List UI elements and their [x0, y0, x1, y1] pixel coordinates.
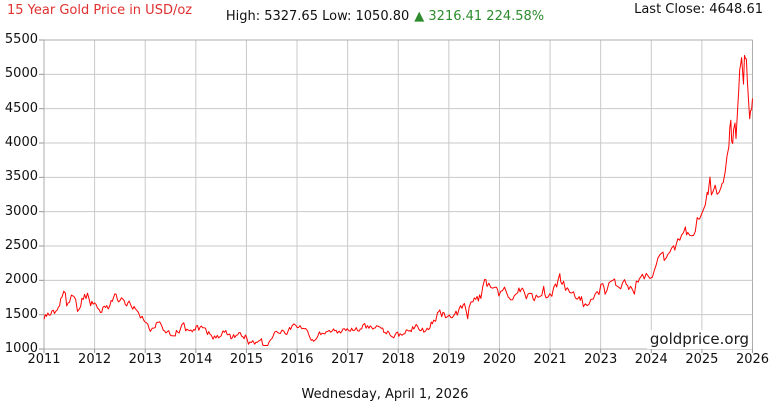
x-axis-label: 2023 — [584, 352, 618, 367]
y-axis-label: 3500 — [4, 169, 38, 185]
x-axis-label: 2026 — [735, 352, 770, 367]
x-axis-label: 2016 — [280, 352, 314, 367]
footer-date: Wednesday, April 1, 2026 — [301, 387, 469, 402]
x-axis-label: 2011 — [27, 352, 61, 367]
chart-title: 15 Year Gold Price in USD/oz — [7, 3, 193, 18]
y-axis-label: 1000 — [4, 341, 38, 356]
x-axis-label: 2025 — [685, 352, 719, 367]
x-axis-label: 2021 — [533, 352, 567, 367]
x-axis-label: 2014 — [179, 352, 213, 367]
watermark-goldprice: goldprice.org — [646, 330, 752, 349]
y-axis-label: 2000 — [4, 272, 38, 288]
y-axis-label: 4500 — [4, 100, 38, 116]
x-axis-label: 2012 — [78, 352, 112, 367]
y-axis-label: 4000 — [4, 135, 38, 150]
change-badge: ▲ 3216.41 224.58% — [414, 9, 545, 24]
high-low-text: High: 5327.65 Low: 1050.80 — [225, 9, 410, 24]
last-close-text: Last Close: 4648.61 — [634, 2, 763, 17]
x-axis-label: 2019 — [432, 352, 466, 367]
y-axis-label: 5500 — [4, 32, 38, 47]
x-axis-label: 2013 — [128, 352, 162, 367]
y-axis-label: 1500 — [4, 306, 38, 322]
price-line — [43, 54, 753, 346]
y-axis-label: 2500 — [4, 238, 38, 253]
x-axis-label: 2015 — [229, 352, 263, 367]
x-axis-label: 2017 — [331, 352, 365, 367]
high-low-stats: High: 5327.65 Low: 1050.80 ▲ 3216.41 224.… — [0, 9, 770, 24]
y-axis-label: 3000 — [4, 203, 38, 219]
x-axis-label: 2024 — [634, 352, 668, 367]
gridlines — [43, 39, 753, 350]
y-axis-label: 5000 — [4, 66, 38, 82]
x-axis-label: 2020 — [482, 352, 516, 367]
axis-ticks — [39, 39, 753, 353]
x-axis-label: 2018 — [381, 352, 415, 367]
